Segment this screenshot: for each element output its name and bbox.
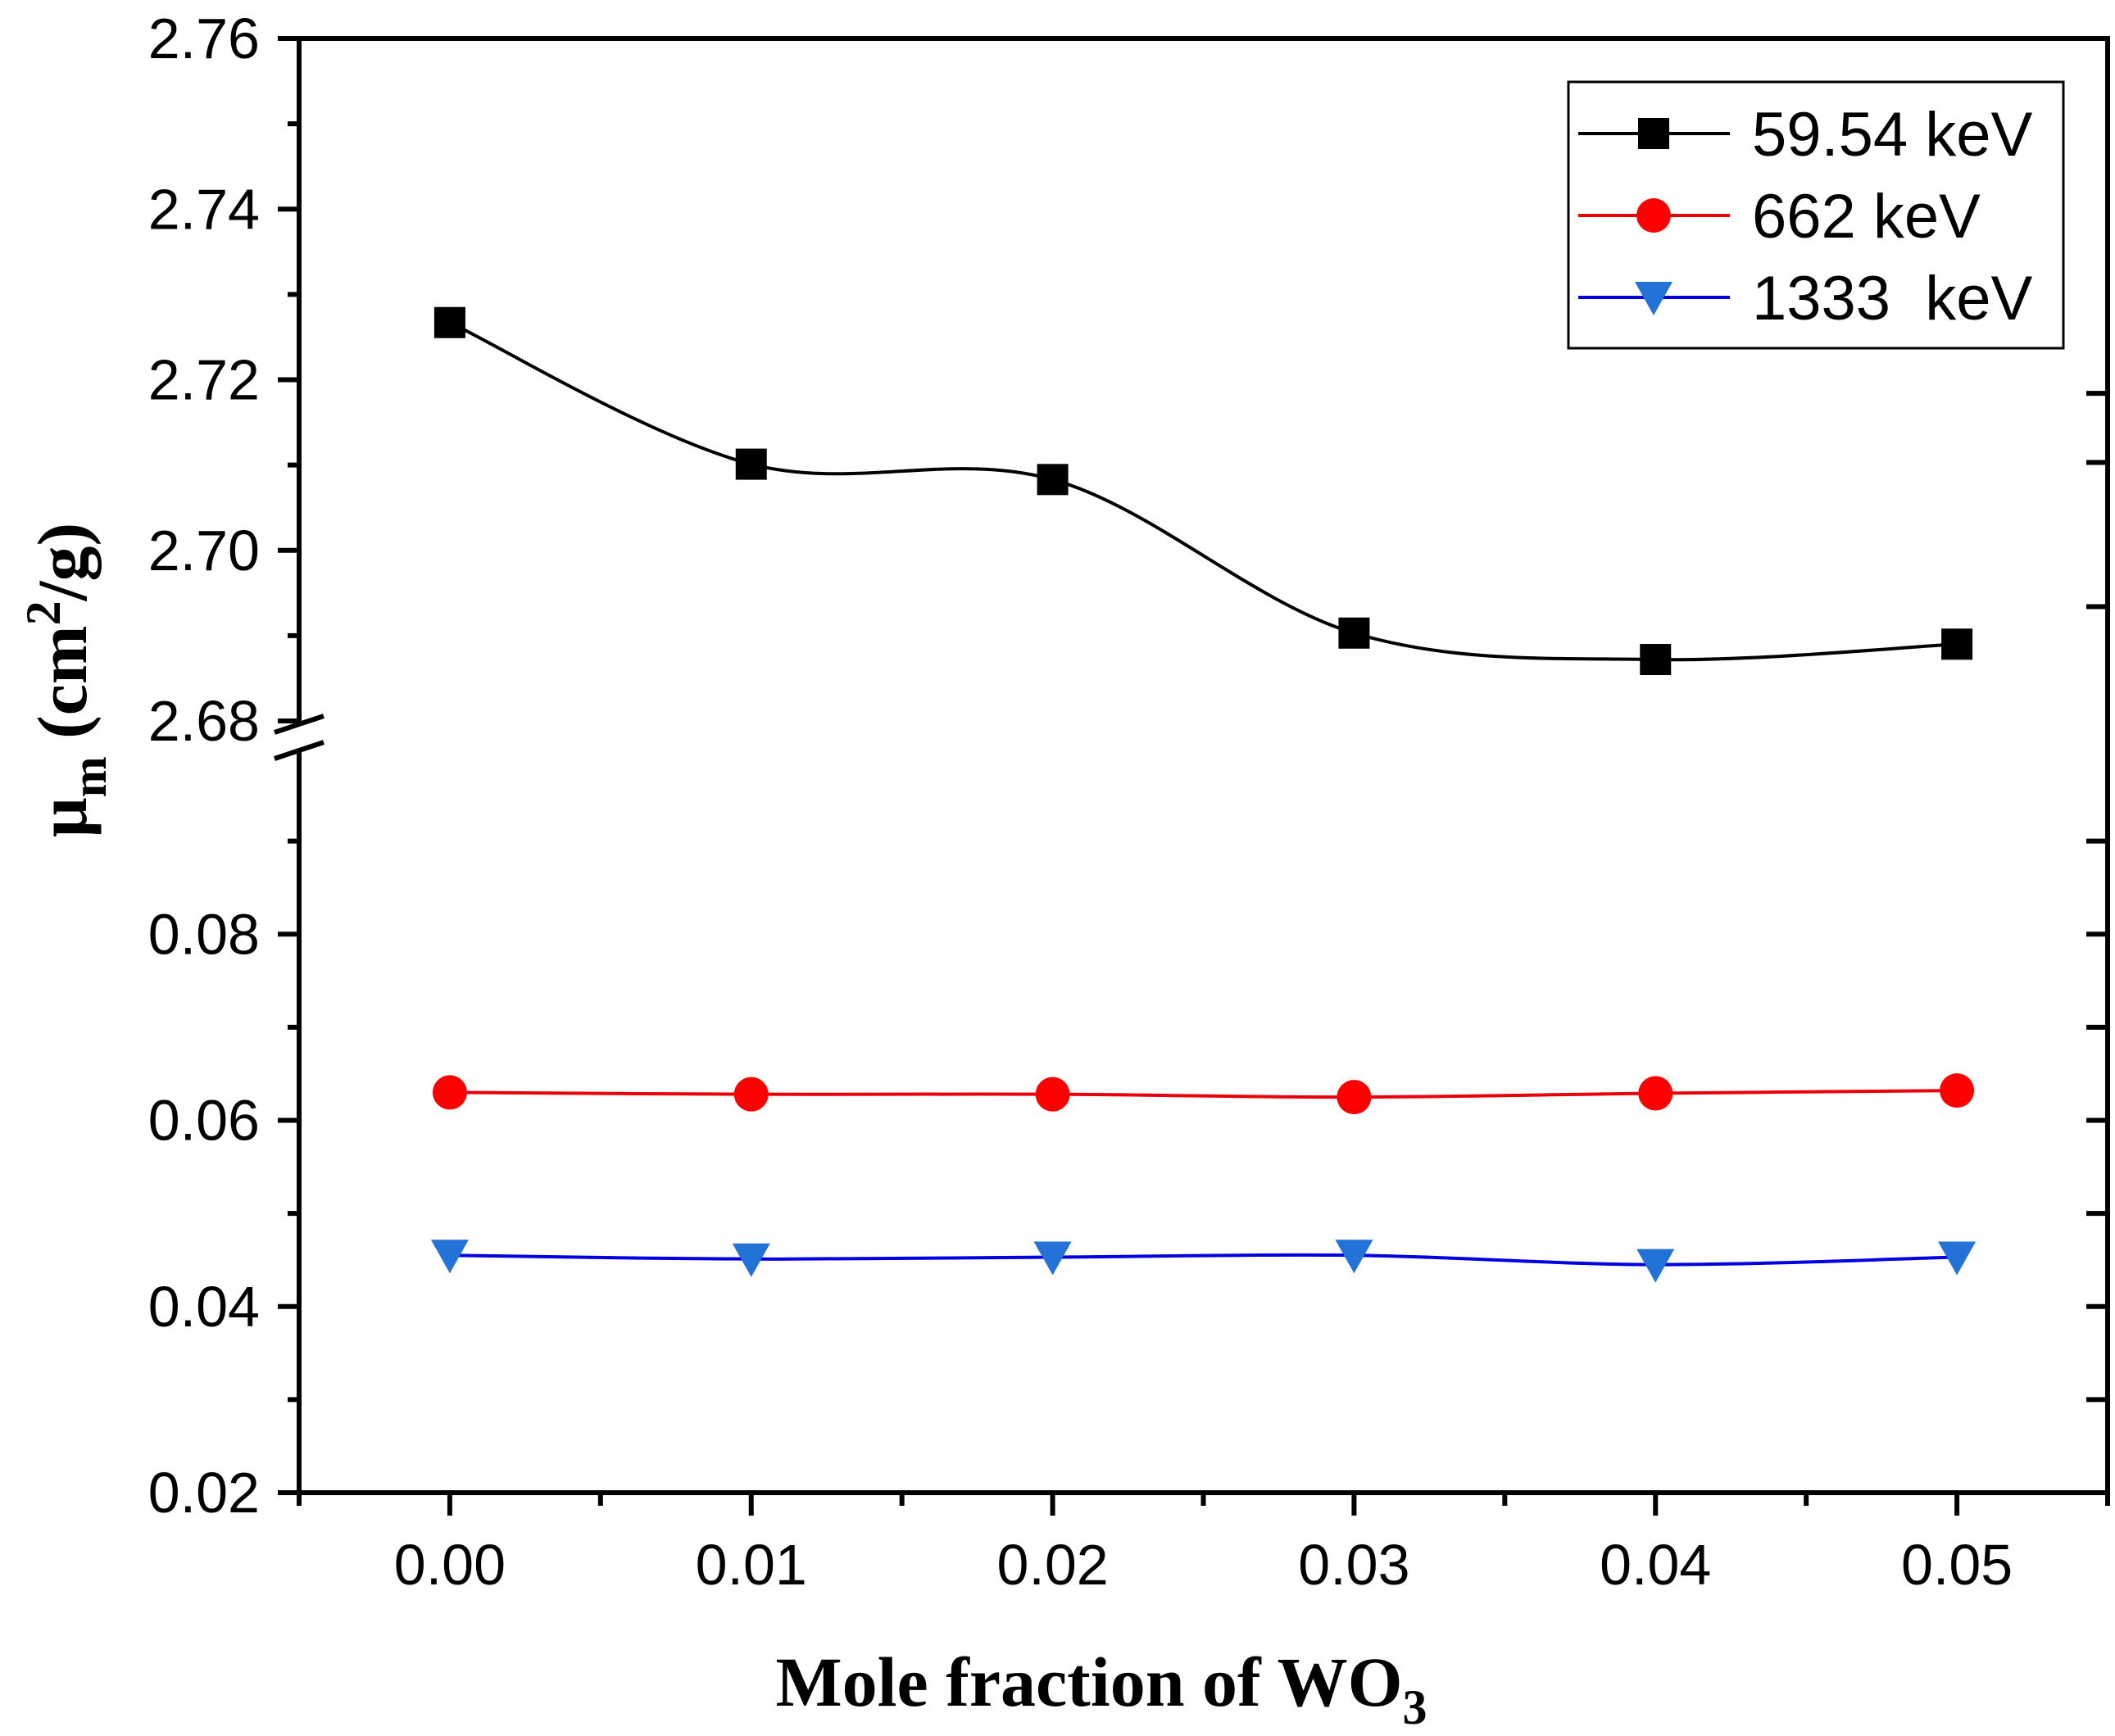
data-point <box>1033 1241 1072 1276</box>
data-point <box>1337 1080 1372 1115</box>
axis-break-mark <box>274 740 325 761</box>
x-axis-title: Mole fraction of WO3 <box>775 1643 1427 1734</box>
y-tick-label: 0.08 <box>148 902 260 966</box>
data-point <box>430 1240 469 1274</box>
legend-marker <box>1638 118 1669 149</box>
legend-entry: 1333 keV <box>1578 264 2033 333</box>
legend: 59.54 keV 662 keV 1333 keV <box>1567 80 2065 350</box>
data-point <box>733 1077 769 1112</box>
data-point <box>1338 617 1370 649</box>
legend-label: 662 keV <box>1752 182 1981 252</box>
y-tick-label: 0.02 <box>148 1461 260 1525</box>
axis-break-mark <box>274 714 325 735</box>
data-point <box>1636 1249 1675 1283</box>
series-2 <box>430 1240 1977 1283</box>
data-point <box>732 1243 770 1277</box>
y-tick-label: 2.68 <box>148 689 260 753</box>
legend-marker <box>1635 282 1672 315</box>
x-tick-label: 0.03 <box>1298 1533 1409 1597</box>
data-point <box>1035 1077 1070 1112</box>
series-1 <box>432 1073 1975 1115</box>
data-point <box>1940 1073 1975 1108</box>
x-tick-label: 0.00 <box>394 1533 506 1597</box>
y-tick-label: 2.76 <box>148 7 260 70</box>
x-axis-title-main: Mole fraction of WO <box>775 1643 1402 1721</box>
legend-entry: 662 keV <box>1578 182 1981 252</box>
axes: 2.68 2.70 2.72 2.74 2.76 0.02 0.04 0.06 0.08 0.00… <box>148 7 2110 1597</box>
y-axis-title: μm (cm2/g) <box>16 523 116 837</box>
data-point <box>735 448 767 480</box>
x-tick-label: 0.04 <box>1600 1533 1711 1597</box>
y-axis-title-superscript: 2 <box>16 601 70 625</box>
series-line <box>449 1253 1958 1267</box>
y-axis-title-unit-close: /g) <box>23 523 102 602</box>
data-point <box>1638 1076 1673 1111</box>
data-point <box>1938 1241 1977 1276</box>
x-axis-title-subscript: 3 <box>1403 1680 1427 1734</box>
x-tick-label: 0.05 <box>1901 1533 2013 1597</box>
series-line <box>449 320 1958 662</box>
y-tick-label: 2.74 <box>148 177 260 241</box>
legend-label: 59.54 keV <box>1752 100 2033 170</box>
series-layer <box>430 306 1977 1283</box>
y-axis-title-mu: μ <box>23 797 102 837</box>
y-tick-label: 2.72 <box>148 348 260 412</box>
y-axis-title-unit-open: (cm <box>23 625 102 756</box>
legend-marker <box>1636 198 1671 233</box>
data-point <box>1037 464 1069 496</box>
data-point <box>433 306 465 338</box>
y-tick-label: 0.06 <box>148 1089 260 1153</box>
data-point <box>432 1075 467 1110</box>
x-tick-label: 0.01 <box>696 1533 807 1597</box>
legend-label: 1333 keV <box>1752 264 2033 333</box>
legend-entry: 59.54 keV <box>1578 100 2033 170</box>
data-point <box>1335 1240 1373 1274</box>
data-point <box>1941 628 1973 660</box>
series-line <box>449 1089 1958 1099</box>
y-tick-label: 2.70 <box>148 519 260 582</box>
data-point <box>1640 644 1672 676</box>
y-tick-label: 0.04 <box>148 1275 260 1339</box>
x-tick-label: 0.02 <box>996 1533 1108 1597</box>
series-0 <box>433 306 1973 676</box>
y-axis-title-mu-subscript: m <box>62 756 116 797</box>
